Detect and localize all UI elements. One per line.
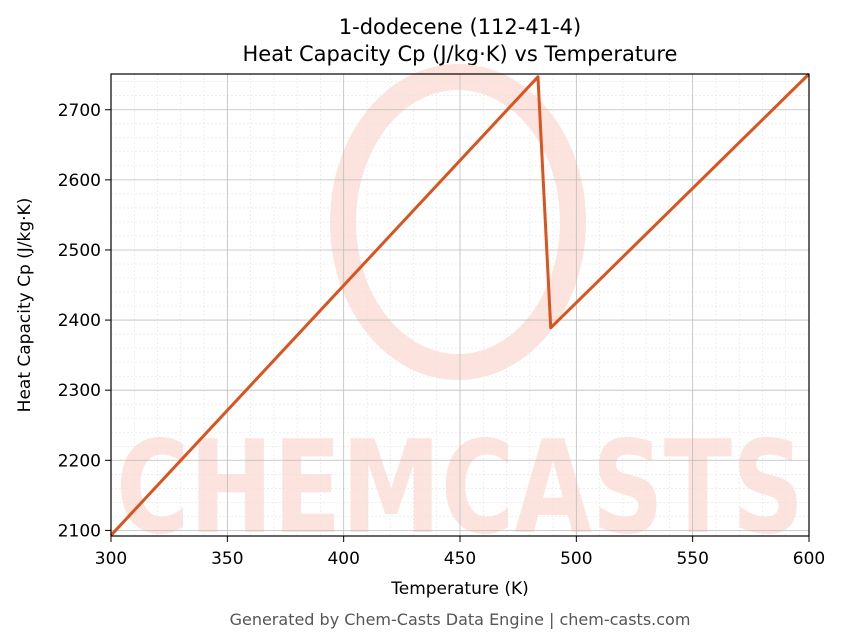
- x-tick-label: 500: [560, 549, 592, 569]
- chart-title: 1-dodecene (112-41-4): [339, 15, 581, 39]
- line-series: [109, 72, 811, 537]
- chart-subtitle: Heat Capacity Cp (J/kg·K) vs Temperature: [243, 42, 678, 66]
- y-tick-label: 2600: [58, 171, 101, 191]
- x-axis-label: Temperature (K): [390, 579, 529, 599]
- x-tick-label: 450: [444, 549, 476, 569]
- y-tick-label: 2300: [58, 381, 101, 401]
- y-axis-label: Heat Capacity Cp (J/kg·K): [15, 198, 35, 413]
- y-tick-label: 2200: [58, 451, 101, 471]
- x-tick-label: 350: [211, 549, 243, 569]
- y-tick-label: 2100: [58, 521, 101, 541]
- footer: Generated by Chem-Casts Data Engine | ch…: [230, 610, 691, 629]
- y-tick-label: 2700: [58, 101, 101, 121]
- x-tick-label: 600: [793, 549, 825, 569]
- x-tick-label: 300: [95, 549, 127, 569]
- x-tick-label: 550: [676, 549, 708, 569]
- watermark-logo: [330, 64, 586, 380]
- plot-frame: [110, 73, 810, 537]
- y-tick-label: 2500: [58, 241, 101, 261]
- x-tick-label: 400: [327, 549, 359, 569]
- y-tick-label: 2400: [58, 311, 101, 331]
